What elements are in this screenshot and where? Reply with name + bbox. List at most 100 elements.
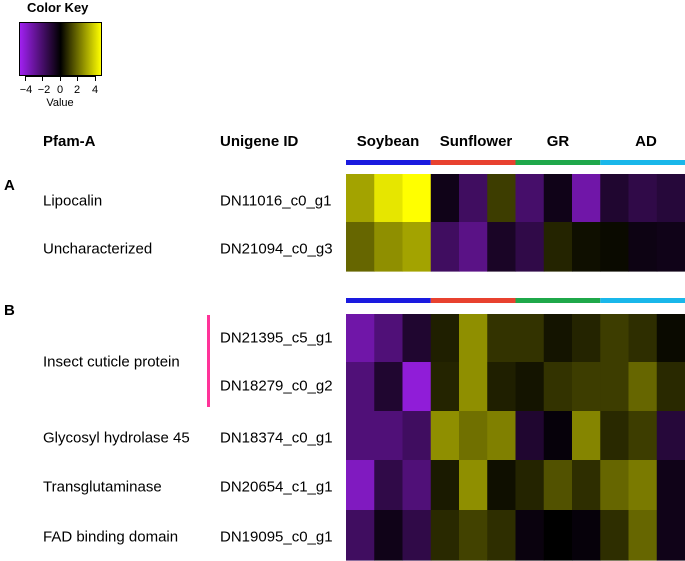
color-key-gradient (19, 22, 102, 76)
heatmap-cell (628, 510, 658, 561)
color-key-tickmark (25, 76, 26, 81)
heatmap-cell (459, 314, 488, 363)
heatmap-cell (572, 314, 601, 363)
heatmap-cell (402, 362, 432, 412)
heatmap-cell (628, 411, 658, 461)
unigene-id: DN21395_c5_g1 (220, 329, 333, 347)
pfam-label: Lipocalin (43, 192, 103, 210)
heatmap-cell (572, 460, 601, 511)
heatmap-cell (628, 362, 658, 412)
group-bar-sunflower (430, 298, 516, 303)
pfam-label: Glycosyl hydrolase 45 (43, 429, 190, 447)
heatmap-cell (346, 460, 375, 511)
heatmap-cell (628, 460, 658, 511)
heatmap-cell (656, 510, 685, 561)
heatmap-cell (459, 411, 488, 461)
heatmap-cell (572, 362, 601, 412)
heatmap-cell (600, 174, 630, 223)
heatmap-cell (487, 314, 517, 363)
heatmap-cell (600, 222, 630, 272)
color-key-tickmark (95, 76, 96, 81)
unigene-id: DN18279_c0_g2 (220, 377, 333, 395)
heatmap-cell (430, 174, 460, 223)
heatmap-cell (487, 411, 517, 461)
heatmap-cell (346, 222, 375, 272)
unigene-header: Unigene ID (220, 133, 299, 150)
heatmap-cell (459, 510, 488, 561)
heatmap-cell (515, 362, 545, 412)
group-label-sunflower: Sunflower (439, 133, 513, 150)
group-bar-soybean (346, 160, 431, 165)
heatmap-cell (656, 460, 685, 511)
heatmap-cell (543, 510, 573, 561)
color-key-tick: 4 (91, 84, 99, 96)
heatmap-cell (374, 174, 404, 223)
heatmap-cell (600, 411, 630, 461)
heatmap-cell (374, 222, 404, 272)
heatmap-cell (656, 174, 685, 223)
group-bar-gr (515, 160, 601, 165)
heatmap-cell (402, 314, 432, 363)
heatmap-cell (515, 411, 545, 461)
heatmap-cell (656, 362, 685, 412)
unigene-id: DN18374_c0_g1 (220, 429, 333, 447)
heatmap-cell (402, 510, 432, 561)
heatmap-cell (543, 222, 573, 272)
color-key-tick: 0 (56, 84, 64, 96)
section-b-label: B (4, 302, 15, 319)
heatmap-cell (402, 460, 432, 511)
color-key-tickmark (77, 76, 78, 81)
unigene-id: DN11016_c0_g1 (220, 192, 332, 210)
heatmap-cell (459, 362, 488, 412)
heatmap-cell (656, 411, 685, 461)
heatmap-cell (572, 174, 601, 223)
insect-cuticle-bracket (207, 315, 210, 407)
heatmap-cell (374, 510, 404, 561)
unigene-id: DN20654_c1_g1 (220, 478, 333, 496)
group-label-gr: GR (546, 133, 570, 150)
heatmap-cell (515, 510, 545, 561)
heatmap-cell (572, 510, 601, 561)
heatmap-cell (430, 314, 460, 363)
heatmap-cell (346, 510, 375, 561)
heatmap-cell (543, 314, 573, 363)
unigene-id: DN19095_c0_g1 (220, 528, 333, 546)
heatmap-cell (487, 510, 517, 561)
heatmap-cell (572, 222, 601, 272)
color-key-tick: −4 (19, 84, 33, 96)
unigene-id: DN21094_c0_g3 (220, 240, 333, 258)
heatmap-cell (572, 411, 601, 461)
group-bar-soybean (346, 298, 431, 303)
heatmap-cell (374, 314, 404, 363)
heatmap-cell (543, 362, 573, 412)
heatmap-cell (543, 411, 573, 461)
group-label-soybean: Soybean (356, 133, 420, 150)
color-key-tickmark (60, 76, 61, 81)
group-label-ad: AD (635, 133, 657, 150)
heatmap-cell (430, 510, 460, 561)
heatmap-cell (402, 174, 432, 223)
group-bar-ad (600, 298, 685, 303)
heatmap-cell (543, 460, 573, 511)
color-key-tick: 2 (73, 84, 81, 96)
heatmap-cell (430, 411, 460, 461)
heatmap-cell (628, 174, 658, 223)
heatmap-cell (459, 174, 488, 223)
heatmap-cell (346, 362, 375, 412)
heatmap-cell (430, 222, 460, 272)
heatmap-cell (515, 174, 545, 223)
heatmap-cell (487, 362, 517, 412)
color-key-tickmark (42, 76, 43, 81)
heatmap-cell (656, 222, 685, 272)
heatmap-cell (346, 411, 375, 461)
heatmap-cell (600, 362, 630, 412)
heatmap-cell (487, 174, 517, 223)
heatmap-cell (487, 222, 517, 272)
group-bar-ad (600, 160, 685, 165)
heatmap-cell (656, 314, 685, 363)
group-bar-gr (515, 298, 601, 303)
color-key-value-label: Value (46, 97, 74, 109)
heatmap-cell (374, 362, 404, 412)
heatmap-cell (346, 314, 375, 363)
pfam-label: FAD binding domain (43, 528, 179, 546)
